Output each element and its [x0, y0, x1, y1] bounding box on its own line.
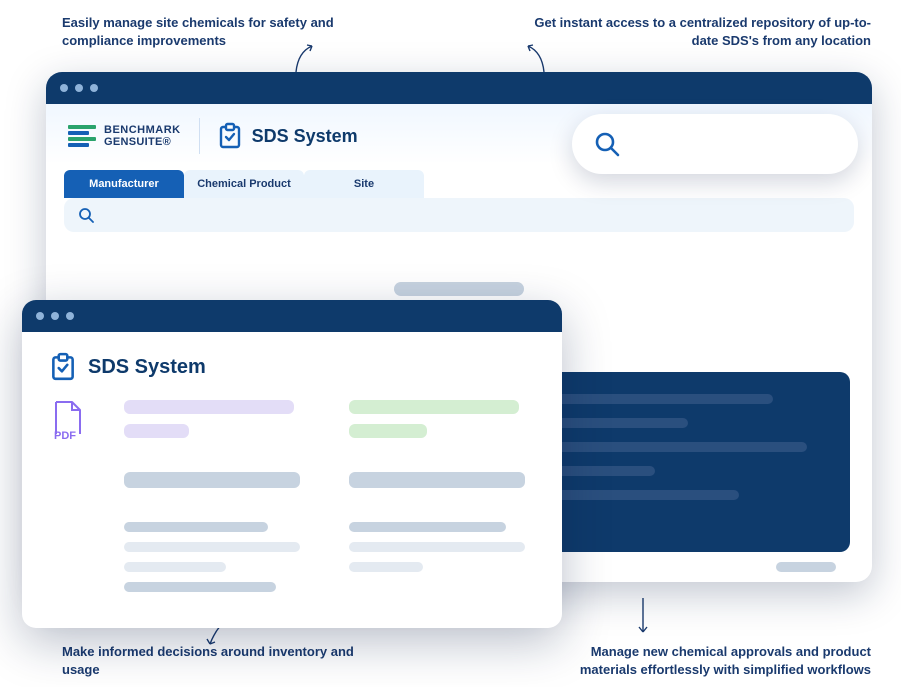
clipboard-check-icon	[50, 352, 76, 382]
arrow-br	[628, 596, 658, 640]
search-icon	[594, 131, 620, 157]
brand-bars-icon	[68, 123, 96, 149]
detail-col-left	[124, 400, 309, 592]
window-dot	[66, 312, 74, 320]
detail-header: SDS System	[50, 352, 534, 382]
window-dot	[51, 312, 59, 320]
placeholder-line	[124, 400, 294, 414]
arrow-tr	[520, 42, 550, 76]
placeholder-line	[124, 424, 189, 438]
brand-logo: BENCHMARK GENSUITE®	[68, 123, 181, 149]
placeholder-bar	[394, 282, 524, 296]
pdf-label: PDF	[54, 430, 76, 442]
placeholder-line	[349, 424, 427, 438]
brand-text: BENCHMARK GENSUITE®	[104, 124, 181, 148]
tab-chemical-product[interactable]: Chemical Product	[184, 170, 304, 198]
placeholder-line	[124, 472, 300, 488]
placeholder-line	[124, 522, 268, 532]
window-dot	[60, 84, 68, 92]
placeholder-line	[349, 522, 506, 532]
brand-line1: BENCHMARK	[104, 124, 181, 136]
system-label: SDS System	[218, 122, 358, 150]
detail-window: SDS System PDF	[22, 300, 562, 628]
tab-manufacturer[interactable]: Manufacturer	[64, 170, 184, 198]
placeholder-line	[124, 542, 300, 552]
arrow-tl	[290, 42, 320, 76]
callout-bottom-right: Manage new chemical approvals and produc…	[531, 643, 871, 679]
brand-line2: GENSUITE®	[104, 136, 181, 148]
system-title: SDS System	[252, 126, 358, 147]
window-dot	[36, 312, 44, 320]
placeholder-line	[349, 542, 525, 552]
pdf-icon[interactable]: PDF	[50, 400, 84, 442]
window-dot	[75, 84, 83, 92]
search-icon	[78, 207, 94, 223]
window-dot	[90, 84, 98, 92]
global-search[interactable]	[572, 114, 858, 174]
placeholder-footer	[776, 562, 836, 572]
callout-top-right: Get instant access to a centralized repo…	[531, 14, 871, 50]
titlebar-back	[46, 72, 872, 104]
detail-col-right	[349, 400, 534, 592]
header-divider	[199, 118, 200, 154]
titlebar-front	[22, 300, 562, 332]
placeholder-line	[349, 472, 525, 488]
placeholder-line	[124, 562, 226, 572]
placeholder-line	[349, 400, 519, 414]
placeholder-line	[124, 582, 276, 592]
detail-title: SDS System	[88, 356, 206, 379]
placeholder-line	[349, 562, 423, 572]
clipboard-check-icon	[218, 122, 242, 150]
filter-search-input[interactable]	[64, 198, 854, 232]
tab-site[interactable]: Site	[304, 170, 424, 198]
